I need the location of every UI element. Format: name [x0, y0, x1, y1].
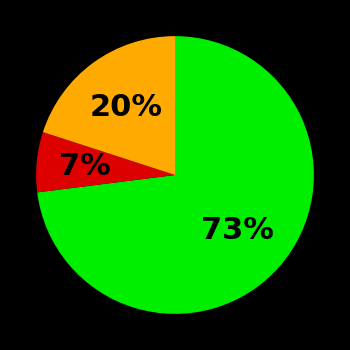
Wedge shape — [43, 36, 175, 175]
Wedge shape — [36, 132, 175, 192]
Text: 7%: 7% — [59, 152, 111, 181]
Text: 20%: 20% — [90, 93, 162, 122]
Text: 73%: 73% — [201, 216, 274, 245]
Wedge shape — [37, 36, 314, 314]
